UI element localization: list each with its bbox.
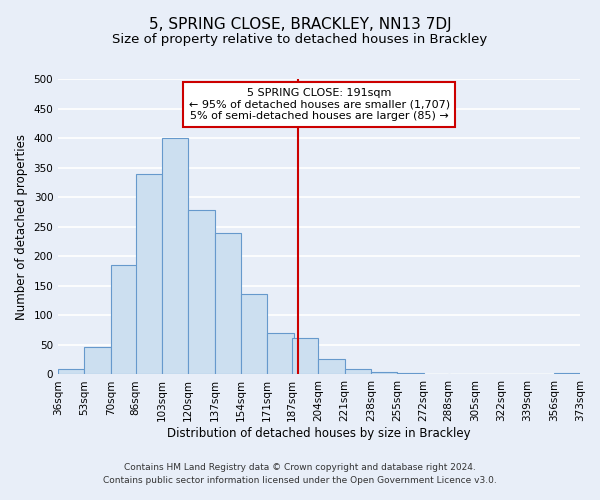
Bar <box>136 174 162 374</box>
Text: 5, SPRING CLOSE, BRACKLEY, NN13 7DJ: 5, SPRING CLOSE, BRACKLEY, NN13 7DJ <box>149 18 451 32</box>
Text: Contains HM Land Registry data © Crown copyright and database right 2024.: Contains HM Land Registry data © Crown c… <box>124 464 476 472</box>
Bar <box>292 338 319 374</box>
Bar <box>85 346 111 374</box>
Bar <box>188 210 215 374</box>
Bar <box>162 138 188 374</box>
Bar <box>319 359 344 374</box>
Bar <box>371 372 397 374</box>
Bar <box>215 232 241 374</box>
Bar <box>344 368 371 374</box>
Bar <box>267 333 293 374</box>
Text: Contains public sector information licensed under the Open Government Licence v3: Contains public sector information licen… <box>103 476 497 485</box>
Bar <box>111 265 137 374</box>
Bar <box>241 294 267 374</box>
Bar <box>58 368 85 374</box>
Text: Size of property relative to detached houses in Brackley: Size of property relative to detached ho… <box>112 32 488 46</box>
Y-axis label: Number of detached properties: Number of detached properties <box>15 134 28 320</box>
Text: 5 SPRING CLOSE: 191sqm
← 95% of detached houses are smaller (1,707)
5% of semi-d: 5 SPRING CLOSE: 191sqm ← 95% of detached… <box>188 88 449 121</box>
X-axis label: Distribution of detached houses by size in Brackley: Distribution of detached houses by size … <box>167 427 471 440</box>
